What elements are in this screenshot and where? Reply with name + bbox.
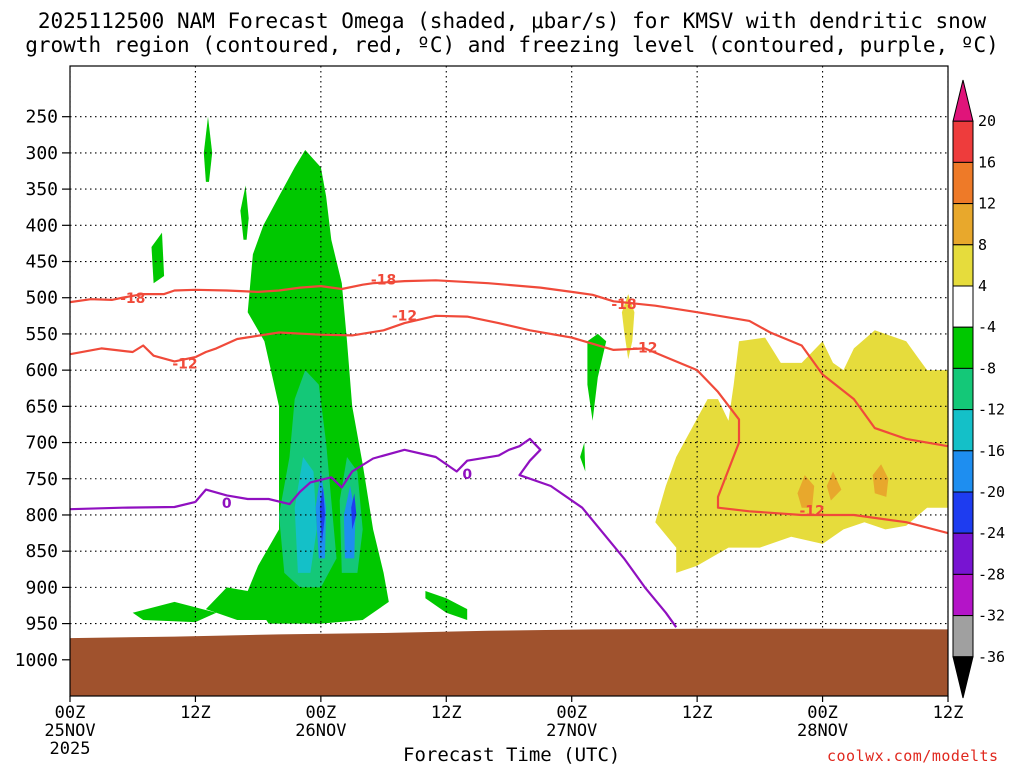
contour--12-1 xyxy=(70,314,948,535)
colorbar-bin xyxy=(952,367,974,411)
colorbar-label: -32 xyxy=(978,607,1005,625)
contour--18-0 xyxy=(70,279,948,448)
y-tick-label: 600 xyxy=(25,360,58,381)
colorbar-label: 12 xyxy=(978,195,996,213)
colorbar-bin xyxy=(952,326,974,369)
x-date-label: 28NOV xyxy=(797,721,848,741)
y-tick-label: 650 xyxy=(25,396,58,417)
colorbar-label: 4 xyxy=(978,277,987,295)
x-tick-label: 12Z xyxy=(431,703,462,723)
x-year-label: 2025 xyxy=(50,739,91,759)
y-tick-label: 500 xyxy=(25,288,58,309)
contour-label: -12 xyxy=(632,340,657,356)
contour-label: -12 xyxy=(392,309,417,325)
contour-labels: -18 -18 -18 -12 -12 -12 -12 0 0 xyxy=(120,272,825,519)
y-tick-label: 1000 xyxy=(15,650,58,671)
colorbar-label: -12 xyxy=(978,401,1005,419)
colorbar-bin xyxy=(952,615,974,658)
colorbar-label: -4 xyxy=(978,318,996,336)
colorbar-bin xyxy=(952,450,974,493)
ground-layer xyxy=(70,628,948,696)
contour-label: 0 xyxy=(222,496,232,512)
colorbar-bottom-arrow xyxy=(952,656,974,699)
x-date-label: 25NOV xyxy=(44,721,95,741)
colorbar-bin xyxy=(952,532,974,575)
colorbar-bin xyxy=(952,409,974,452)
colorbar-bin xyxy=(952,285,974,328)
colorbar-bin xyxy=(952,203,974,246)
y-tick-label: 350 xyxy=(25,179,58,200)
colorbar-label: -36 xyxy=(978,648,1005,666)
contour-label: 0 xyxy=(462,467,472,483)
y-tick-label: 750 xyxy=(25,469,58,490)
contour-lines xyxy=(70,279,948,628)
colorbar-label: 8 xyxy=(978,236,987,254)
y-tick-label: 300 xyxy=(25,143,58,164)
y-tick-label: 700 xyxy=(25,433,58,454)
omega-region-left-patch xyxy=(151,232,165,284)
colorbar-label: -16 xyxy=(978,442,1005,460)
colorbar-label: 20 xyxy=(978,112,996,130)
colorbar-bin xyxy=(952,244,974,287)
y-tick-label: 450 xyxy=(25,252,58,273)
colorbar-label: -28 xyxy=(978,565,1005,583)
x-tick-label: 00Z xyxy=(305,703,336,723)
contour-label: -18 xyxy=(371,272,396,288)
contour-label: -12 xyxy=(172,356,197,372)
x-tick-label: 12Z xyxy=(682,703,713,723)
chart-title-line-1: 2025112500 NAM Forecast Omega (shaded, μ… xyxy=(37,9,987,33)
y-tick-label: 400 xyxy=(25,215,58,236)
colorbar-label: -20 xyxy=(978,483,1005,501)
x-date-label: 27NOV xyxy=(546,721,597,741)
omega-region-subsidence-core xyxy=(797,475,815,508)
omega-region-core-deep-2 xyxy=(351,493,357,530)
contour-label: -18 xyxy=(120,291,145,307)
colorbar-bin xyxy=(952,161,974,205)
x-axis-title: Forecast Time (UTC) xyxy=(403,744,621,766)
ground-fill xyxy=(70,628,948,696)
omega-region-subsidence xyxy=(655,330,948,573)
y-tick-label: 950 xyxy=(25,614,58,635)
x-tick-label: 12Z xyxy=(180,703,211,723)
colorbar-top-arrow xyxy=(952,79,974,122)
omega-region-subsidence-narrow xyxy=(621,294,635,360)
x-date-label: 26NOV xyxy=(295,721,346,741)
y-tick-label: 250 xyxy=(25,107,58,128)
omega-region-mid-streak xyxy=(240,185,249,240)
omega-region-core-deep xyxy=(319,486,325,544)
plot-frame xyxy=(69,65,949,697)
omega-region-low-left xyxy=(132,601,217,623)
contour-0-2 xyxy=(70,437,678,628)
omega-shading xyxy=(132,116,948,624)
omega-region-upper-streak xyxy=(203,116,213,182)
colorbar-label: 16 xyxy=(978,153,996,171)
chart-title-line-2: growth region (contoured, red, ºC) and f… xyxy=(25,33,999,57)
colorbar-bin xyxy=(952,491,974,534)
colorbar-bin xyxy=(952,573,974,617)
omega-region-subsidence-core-2 xyxy=(872,464,889,497)
colorbar: 20 16 12 8 4 -4 -8 -12 -16 -20 -24 -28 -32 -36 xyxy=(952,79,1005,699)
source-credit-link[interactable]: coolwx.com/modelts xyxy=(827,747,999,765)
colorbar-label: -24 xyxy=(978,524,1005,542)
y-tick-label: 550 xyxy=(25,324,58,345)
colorbar-bin xyxy=(952,120,974,163)
x-tick-label: 00Z xyxy=(807,703,838,723)
omega-region-low-right xyxy=(425,591,468,620)
y-tick-label: 900 xyxy=(25,577,58,598)
omega-region-27nov-patch xyxy=(587,333,607,421)
x-tick-label: 12Z xyxy=(933,703,964,723)
colorbar-label: -8 xyxy=(978,359,996,377)
y-axis: 250 300 350 400 450 500 550 600 650 700 750 800 850 9… xyxy=(15,107,70,671)
y-tick-label: 850 xyxy=(25,541,58,562)
omega-region-low-mid xyxy=(205,587,279,620)
contour-label: -12 xyxy=(799,503,824,519)
omega-region-27nov-small xyxy=(580,442,586,472)
plot-area xyxy=(70,66,948,696)
contour-label: -18 xyxy=(611,297,636,313)
x-tick-label: 00Z xyxy=(55,703,86,723)
y-tick-label: 800 xyxy=(25,505,58,526)
x-tick-label: 00Z xyxy=(556,703,587,723)
